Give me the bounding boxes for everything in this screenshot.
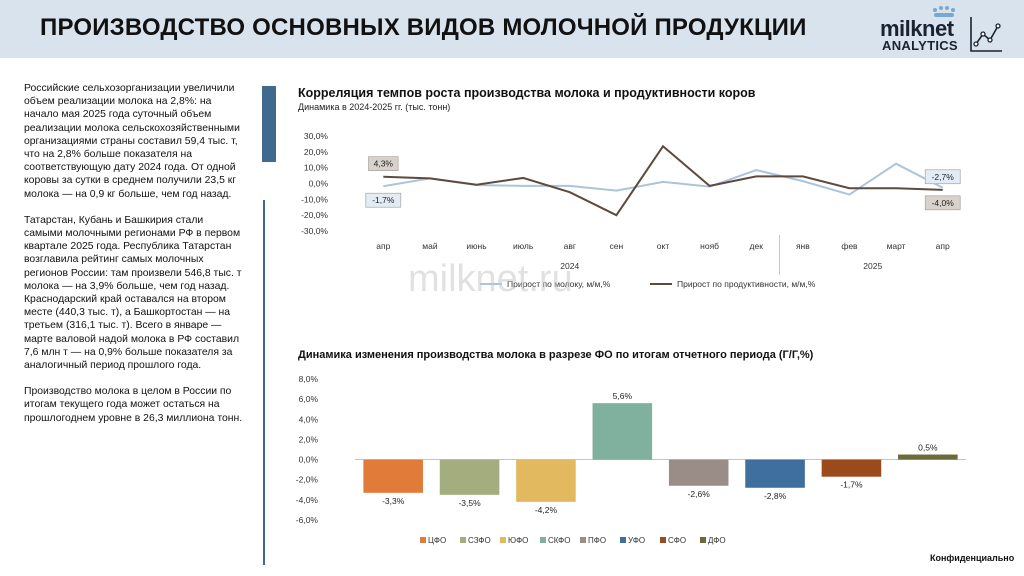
x-tick-label: нояб bbox=[700, 241, 719, 251]
y-tick-label: 2,0% bbox=[299, 434, 319, 444]
bar bbox=[363, 459, 423, 493]
bar-value-label: -1,7% bbox=[840, 480, 863, 490]
x-tick-label: фев bbox=[841, 241, 858, 251]
series-line bbox=[383, 162, 944, 196]
data-label-box bbox=[368, 156, 399, 171]
logo-sub-text: ANALYTICS bbox=[882, 38, 958, 53]
legend-swatch bbox=[700, 537, 706, 543]
data-label: -4,0% bbox=[932, 198, 955, 208]
x-tick-label: июль bbox=[513, 241, 534, 251]
y-tick-label: 0,0% bbox=[299, 455, 319, 465]
data-label-box bbox=[924, 169, 961, 185]
y-tick-label: 10,0% bbox=[304, 163, 329, 173]
legend-label: СЗФО bbox=[468, 536, 491, 545]
header-banner: ПРОИЗВОДСТВО ОСНОВНЫХ ВИДОВ МОЛОЧНОЙ ПРО… bbox=[0, 0, 1024, 58]
accent-bar bbox=[262, 86, 276, 162]
bar bbox=[745, 459, 805, 488]
page-title: ПРОИЗВОДСТВО ОСНОВНЫХ ВИДОВ МОЛОЧНОЙ ПРО… bbox=[40, 14, 807, 41]
y-tick-label: 4,0% bbox=[299, 414, 319, 424]
summary-paragraph: Производство молока в целом в России по … bbox=[24, 386, 243, 424]
logo-main-text: milknet bbox=[880, 16, 954, 41]
legend-label: ПФО bbox=[588, 536, 606, 545]
legend-swatch bbox=[540, 537, 546, 543]
legend-swatch bbox=[500, 537, 506, 543]
summary-paragraph: Российские сельхозорганизации увеличили … bbox=[24, 83, 240, 200]
legend-swatch bbox=[580, 537, 586, 543]
bar-value-label: -3,5% bbox=[458, 498, 481, 508]
y-tick-label: -6,0% bbox=[296, 515, 319, 525]
milknet-logo: milknet ANALYTICS bbox=[880, 6, 970, 56]
x-tick-label: авг bbox=[564, 241, 576, 251]
bar bbox=[668, 459, 729, 486]
legend-label: Прирост по продуктивности, м/м,% bbox=[677, 279, 816, 289]
line-chart: 30,0% 20,0% 10,0% 0,0% -10,0% -20,0% -30,0% апр… bbox=[301, 131, 961, 289]
y-tick-label: -2,0% bbox=[296, 475, 319, 485]
legend-swatch bbox=[420, 537, 426, 543]
y-tick-label: -4,0% bbox=[296, 495, 319, 505]
legend-label: ДФО bbox=[708, 536, 726, 545]
bar bbox=[898, 454, 958, 460]
data-label: -1,7% bbox=[372, 195, 395, 205]
series-line bbox=[383, 144, 943, 217]
legend-label: ЮФО bbox=[508, 536, 528, 545]
line-chart-icon bbox=[970, 17, 1002, 52]
bar-value-label: 0,5% bbox=[918, 443, 938, 453]
bar-value-label: -2,6% bbox=[688, 489, 711, 499]
data-label-box bbox=[924, 195, 961, 211]
crown-icon bbox=[933, 6, 955, 17]
watermark: milknet.ru bbox=[408, 258, 573, 300]
y-tick-label: -30,0% bbox=[301, 226, 328, 236]
y-tick-label: -10,0% bbox=[301, 194, 328, 204]
bar-chart-title: Динамика изменения производства молока в… bbox=[298, 349, 814, 361]
bar bbox=[821, 459, 882, 477]
y-tick-label: 20,0% bbox=[304, 147, 329, 157]
summary-paragraph: Татарстан, Кубань и Башкирия стали самым… bbox=[24, 214, 242, 372]
legend-label: СФО bbox=[668, 536, 686, 545]
x-tick-label: янв bbox=[796, 241, 810, 251]
legend-label: УФО bbox=[628, 536, 645, 545]
x-tick-label: окт bbox=[657, 241, 670, 251]
legend-label: Прирост по молоку, м/м,% bbox=[507, 279, 611, 289]
line-chart-title: Корреляция темпов роста производства мол… bbox=[298, 86, 756, 100]
bar bbox=[516, 459, 576, 502]
bar-value-label: 5,6% bbox=[613, 391, 633, 401]
line-chart-subtitle: Динамика в 2024-2025 гг. (тыс. тонн) bbox=[298, 102, 451, 112]
y-tick-label: -20,0% bbox=[301, 210, 328, 220]
summary-text: Российские сельхозорганизации увеличили … bbox=[24, 82, 244, 438]
x-tick-label: март bbox=[887, 241, 906, 251]
x-group-label: 2024 bbox=[560, 261, 579, 271]
legend-swatch bbox=[620, 537, 626, 543]
data-label: -2,7% bbox=[932, 172, 955, 182]
data-label: 4,3% bbox=[374, 159, 394, 169]
x-tick-label: дек bbox=[750, 241, 764, 251]
bar-chart: 8,0% 6,0% 4,0% 2,0% 0,0% -2,0% -4,0% -6,0% -3,3%… bbox=[296, 374, 966, 545]
bar bbox=[592, 403, 653, 460]
legend-swatch bbox=[660, 537, 666, 543]
x-tick-label: май bbox=[422, 241, 438, 251]
legend-label: ЦФО bbox=[428, 536, 446, 545]
x-tick-label: апр bbox=[376, 241, 390, 251]
bar-value-label: -4,2% bbox=[535, 505, 558, 515]
legend-label: СКФО bbox=[548, 536, 570, 545]
bar-value-label: -3,3% bbox=[382, 496, 405, 506]
data-label-box bbox=[365, 192, 402, 208]
x-tick-label: апр bbox=[936, 241, 950, 251]
y-tick-label: 0,0% bbox=[309, 179, 329, 189]
x-tick-label: июнь bbox=[466, 241, 487, 251]
y-tick-label: 8,0% bbox=[299, 374, 319, 384]
bar bbox=[439, 459, 500, 495]
y-tick-label: 6,0% bbox=[299, 394, 319, 404]
x-tick-label: сен bbox=[610, 241, 624, 251]
accent-line bbox=[263, 200, 265, 565]
y-tick-label: 30,0% bbox=[304, 131, 329, 141]
confidential-label: Конфиденциально bbox=[930, 553, 1015, 563]
x-group-label: 2025 bbox=[863, 261, 882, 271]
bar-value-label: -2,8% bbox=[764, 491, 787, 501]
legend-swatch bbox=[460, 537, 466, 543]
